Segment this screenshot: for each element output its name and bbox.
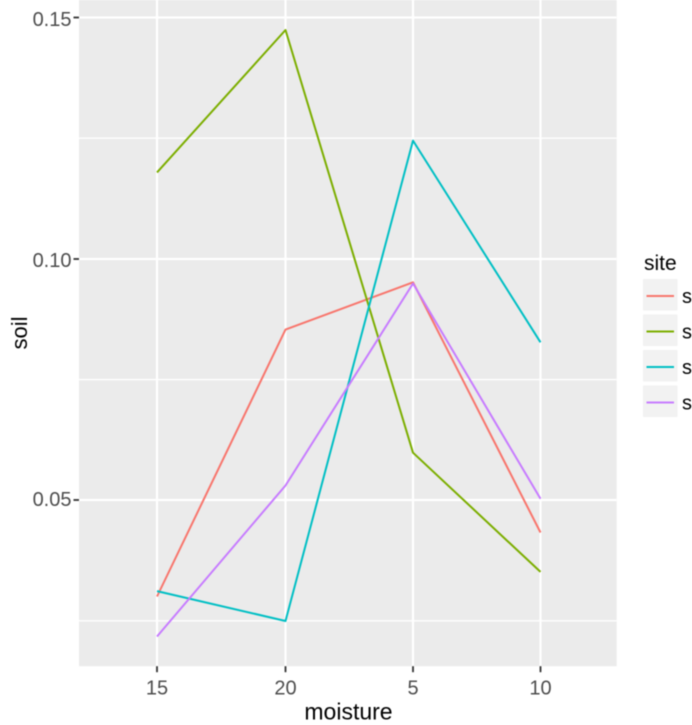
svg-text:moisture: moisture	[304, 699, 392, 725]
svg-text:15: 15	[146, 678, 168, 700]
svg-text:0.15: 0.15	[33, 9, 72, 31]
svg-text:5: 5	[407, 678, 418, 700]
svg-text:20: 20	[274, 678, 296, 700]
svg-text:s: s	[682, 322, 692, 344]
svg-text:10: 10	[529, 678, 551, 700]
svg-text:soil: soil	[7, 316, 32, 349]
svg-text:0.10: 0.10	[33, 250, 72, 272]
svg-text:site: site	[644, 252, 677, 275]
svg-text:s: s	[682, 393, 692, 415]
svg-text:0.05: 0.05	[33, 489, 72, 511]
svg-text:s: s	[682, 286, 692, 308]
svg-text:s: s	[682, 357, 692, 379]
